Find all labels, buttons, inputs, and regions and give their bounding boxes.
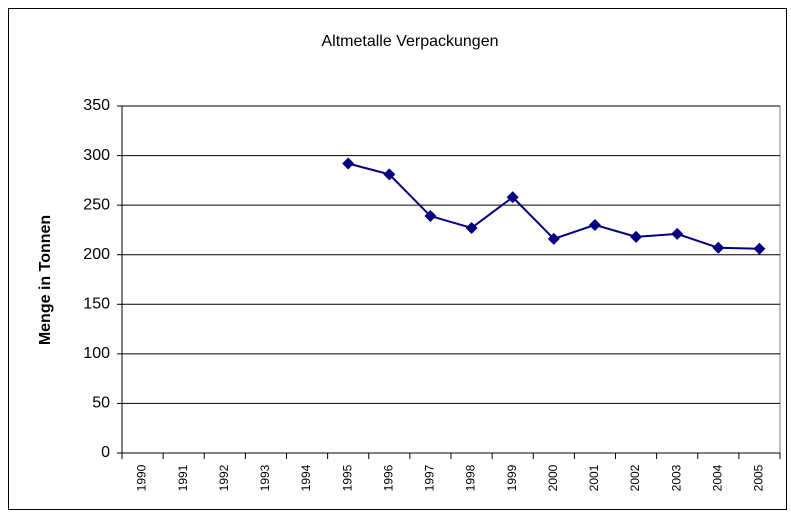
- x-tick-label: 2005: [752, 464, 766, 491]
- marker: [547, 232, 560, 245]
- marker: [383, 168, 396, 181]
- y-tick-label: 50: [92, 395, 110, 412]
- marker: [753, 242, 766, 255]
- marker: [342, 157, 355, 170]
- x-tick-label: 1992: [217, 464, 231, 491]
- marker: [588, 218, 601, 231]
- x-tick-label: 1994: [299, 464, 313, 491]
- x-tick-label: 2004: [710, 464, 724, 491]
- marker: [465, 221, 478, 234]
- marker: [712, 241, 725, 254]
- x-tick-label: 2000: [546, 464, 560, 491]
- x-tick-label: 1998: [464, 464, 478, 491]
- x-tick-label: 2002: [628, 464, 642, 491]
- x-tick-label: 1995: [340, 464, 354, 491]
- y-tick-label: 350: [83, 97, 110, 114]
- plot-area: [121, 105, 781, 454]
- marker: [671, 227, 684, 240]
- x-tick-label: 1997: [423, 464, 437, 491]
- y-tick-label: 200: [83, 246, 110, 263]
- x-tick-label: 1996: [381, 464, 395, 491]
- marker: [506, 191, 519, 204]
- y-tick-label: 300: [83, 147, 110, 164]
- marker: [630, 230, 643, 243]
- y-axis-label: Menge in Tonnen: [37, 215, 54, 345]
- chart-title: Altmetalle Verpackungen: [322, 33, 499, 50]
- y-tick-label: 100: [83, 345, 110, 362]
- y-tick-label: 150: [83, 296, 110, 313]
- x-tick-label: 1999: [505, 464, 519, 491]
- y-tick-label: 0: [101, 444, 110, 461]
- y-tick-label: 250: [83, 196, 110, 213]
- marker: [424, 210, 437, 223]
- x-tick-label: 1993: [258, 464, 272, 491]
- x-tick-label: 1990: [135, 464, 149, 491]
- x-tick-label: 1991: [176, 464, 190, 491]
- x-tick-label: 2003: [669, 464, 683, 491]
- x-tick-label: 2001: [587, 464, 601, 491]
